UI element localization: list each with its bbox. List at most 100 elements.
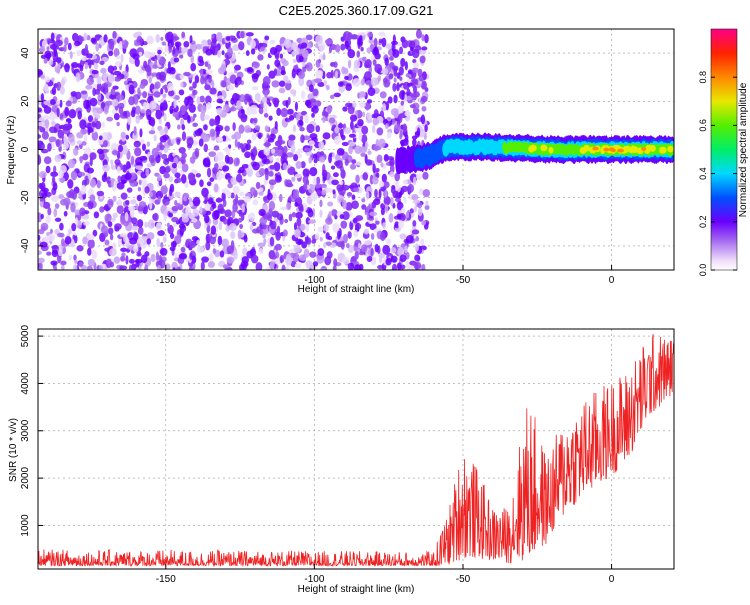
spectrogram-noise-cell — [402, 123, 407, 133]
spectrogram-noise-cell — [322, 53, 326, 61]
spectrogram-noise-cell — [135, 165, 143, 170]
spectrogram-noise-cell — [411, 229, 420, 235]
spectrogram-noise-cell — [207, 261, 215, 269]
spectrogram-noise-cell — [351, 159, 357, 165]
spectrogram-noise-cell — [180, 47, 189, 53]
spectrogram-noise-cell — [311, 239, 317, 244]
spectrogram-noise-cell — [305, 260, 313, 269]
spectrogram-noise-cell — [294, 263, 301, 269]
spectrogram-noise-cell — [62, 123, 71, 131]
spectrogram-noise-cell — [109, 248, 117, 257]
spectrogram-noise-cell — [324, 256, 332, 266]
spectrogram-noise-cell — [67, 228, 72, 235]
spectrogram-noise-cell — [204, 203, 211, 212]
spectrogram-noise-cell — [74, 91, 82, 100]
spectrogram-noise-cell — [315, 125, 321, 133]
spectrogram-noise-cell — [123, 235, 127, 243]
spectrogram-noise-cell — [368, 38, 374, 44]
spectrogram-noise-cell — [415, 236, 420, 242]
spectrogram-noise-cell — [188, 86, 194, 91]
spectrogram-noise-cell — [361, 134, 368, 144]
spectrogram-noise-cell — [205, 95, 212, 105]
spectrogram-noise-cell — [300, 134, 305, 144]
spectrogram-noise-cell — [318, 41, 326, 52]
spectrogram-noise-cell — [353, 229, 359, 238]
spectrogram-noise-cell — [84, 61, 89, 70]
spectrogram-noise-cell — [240, 113, 248, 123]
spectrogram-noise-cell — [343, 127, 351, 135]
spectrogram-noise-cell — [274, 174, 282, 183]
spectrogram-noise-cell — [215, 31, 223, 42]
spectrogram-noise-cell — [49, 228, 54, 234]
spectrogram-noise-cell — [342, 106, 348, 112]
spectrogram-ytick-label: 20 — [20, 95, 31, 107]
spectrogram-noise-cell — [88, 61, 92, 69]
spectrogram-noise-cell — [411, 67, 419, 74]
spectrogram-noise-cell — [236, 71, 244, 79]
spectrogram-noise-cell — [341, 66, 346, 75]
spectrogram-noise-cell — [155, 251, 159, 262]
spectrogram-noise-cell — [279, 255, 285, 263]
spectrogram-noise-cell — [250, 187, 256, 194]
spectrogram-noise-cell — [129, 237, 138, 245]
spectrogram-noise-cell — [194, 147, 200, 158]
spectrogram-noise-cell — [279, 53, 283, 59]
spectrogram-noise-cell — [417, 202, 423, 209]
spectrogram-noise-cell — [418, 75, 424, 82]
spectrogram-noise-cell — [264, 171, 269, 181]
spectrogram-noise-cell — [234, 80, 238, 86]
spectrogram-noise-cell — [300, 161, 306, 169]
spectrogram-noise-cell — [181, 152, 187, 159]
spectrogram-noise-cell — [128, 264, 132, 270]
spectrogram-noise-cell — [132, 131, 138, 142]
spectrogram-noise-cell — [75, 72, 81, 83]
spectrogram-noise-cell — [302, 175, 309, 185]
spectrogram-noise-cell — [293, 222, 298, 231]
spectrogram-noise-cell — [355, 215, 364, 221]
spectrogram-noise-cell — [414, 254, 421, 262]
spectrogram-noise-cell — [170, 138, 177, 144]
spectrogram-noise-cell — [241, 203, 245, 213]
spectrogram-noise-cell — [288, 114, 295, 121]
spectrogram-noise-cell — [205, 48, 213, 56]
spectrogram-noise-cell — [237, 141, 241, 149]
spectrogram-noise-cell — [215, 197, 223, 203]
spectrogram-noise-cell — [391, 43, 396, 53]
spectrogram-noise-cell — [205, 241, 211, 251]
spectrogram-noise-cell — [162, 236, 167, 244]
spectrogram-noise-cell — [174, 191, 181, 198]
spectrogram-noise-cell — [238, 217, 243, 223]
spectrogram-noise-cell — [157, 196, 161, 203]
spectrogram-noise-cell — [204, 193, 208, 204]
spectrogram-noise-cell — [390, 255, 398, 263]
spectrogram-noise-cell — [141, 143, 147, 151]
spectrogram-noise-cell — [196, 239, 201, 245]
spectrogram-noise-cell — [99, 60, 105, 66]
spectrogram-noise-cell — [345, 242, 350, 249]
spectrogram-noise-cell — [224, 154, 230, 164]
spectrogram-noise-cell — [117, 198, 122, 206]
spectrogram-noise-cell — [407, 183, 415, 193]
spectrogram-noise-cell — [143, 101, 148, 111]
spectrogram-noise-cell — [226, 84, 235, 91]
spectrogram-noise-cell — [319, 209, 323, 218]
spectrogram-noise-cell — [308, 219, 317, 224]
spectrogram-noise-cell — [50, 120, 56, 126]
spectrogram-noise-cell — [186, 137, 194, 147]
spectrogram-noise-cell — [404, 245, 408, 254]
spectrogram-noise-cell — [106, 116, 114, 122]
spectrogram-noise-cell — [79, 207, 86, 217]
spectrogram-noise-cell — [275, 231, 281, 241]
spectrogram-noise-cell — [74, 259, 78, 264]
spectrogram-noise-cell — [380, 231, 386, 242]
spectrogram-noise-cell — [285, 79, 292, 85]
spectrogram-noise-cell — [340, 43, 346, 51]
spectrogram-noise-cell — [272, 97, 280, 106]
spectrogram-panel: -150 -100 -50 0 -40 -20 0 20 40 Height of straig… — [6, 28, 675, 295]
spectrogram-noise-cell — [162, 198, 170, 206]
spectrogram-noise-cell — [40, 54, 47, 59]
spectrogram-noise-cell — [400, 139, 405, 147]
spectrogram-noise-cell — [294, 173, 302, 179]
spectrogram-noise-cell — [107, 132, 112, 141]
spectrogram-noise-cell — [364, 101, 371, 111]
